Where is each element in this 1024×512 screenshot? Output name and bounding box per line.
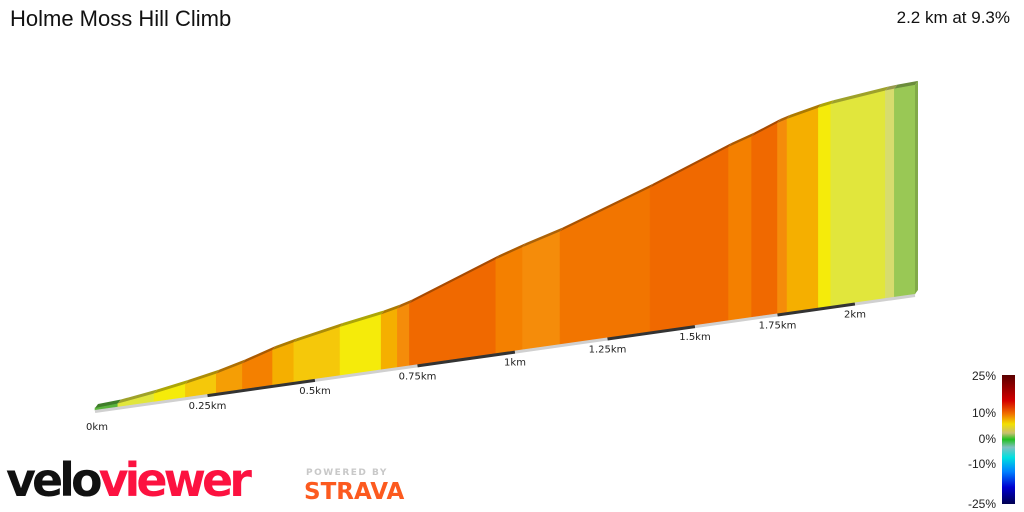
distance-axis-band xyxy=(777,302,856,317)
segment-top-edge xyxy=(185,369,220,384)
x-tick-label: 0.75km xyxy=(399,371,437,382)
logo-velo: velo xyxy=(6,453,103,507)
x-tick-label: 0.25km xyxy=(189,401,227,412)
gradient-segment xyxy=(649,146,729,332)
distance-axis-band xyxy=(607,325,696,341)
logo-viewer: viewer xyxy=(98,453,252,507)
powered-by-label: POWERED BY xyxy=(306,468,388,478)
gradient-segment xyxy=(293,326,341,383)
x-tick-label: 1.25km xyxy=(589,345,627,356)
distance-axis-band xyxy=(94,394,208,413)
segment-top-edge xyxy=(885,84,898,91)
segment-top-edge xyxy=(751,118,781,137)
gradient-segment xyxy=(786,107,819,313)
segment-top-edge xyxy=(117,389,158,404)
climb-summary: 2.2 km at 9.3% xyxy=(896,8,1010,27)
segment-top-edge xyxy=(830,86,889,105)
gradient-segment xyxy=(894,84,916,298)
x-tick-label: 0km xyxy=(86,422,108,433)
strava-logo: STRAVA xyxy=(304,479,405,505)
distance-axis-band xyxy=(514,337,608,354)
x-tick-label: 1.75km xyxy=(759,320,797,331)
gradient-segment xyxy=(751,122,778,318)
segment-top-edge xyxy=(272,338,297,350)
gradient-legend: 25% 10% 0% -10% -25% xyxy=(968,369,1015,511)
profile-end-face xyxy=(915,80,918,295)
segment-top-edge xyxy=(728,132,755,147)
legend-label: -25% xyxy=(968,497,996,511)
gradient-segment xyxy=(380,308,398,370)
gradient-segment xyxy=(495,246,523,354)
segment-top-edge xyxy=(340,310,385,327)
x-tick-label: 2km xyxy=(844,309,866,320)
gradient-segment xyxy=(830,90,886,307)
gradient-segment xyxy=(397,302,410,368)
segment-top-edge xyxy=(409,255,499,304)
distance-axis-band xyxy=(694,313,778,329)
gradient-segment xyxy=(728,135,752,321)
distance-axis-band xyxy=(854,294,916,306)
x-tick-label: 1km xyxy=(504,358,526,369)
segment-top-edge xyxy=(216,359,246,374)
segment-top-edge xyxy=(154,379,189,394)
legend-label: 10% xyxy=(972,406,996,420)
segment-top-edge xyxy=(818,100,834,108)
legend-label: -10% xyxy=(968,457,996,471)
x-tick-label: 0.5km xyxy=(299,386,330,397)
gradient-segment xyxy=(777,118,788,314)
distance-axis-band xyxy=(314,364,418,382)
gradient-segment xyxy=(559,187,651,345)
segment-top-edge xyxy=(397,299,413,309)
legend-label: 25% xyxy=(972,369,996,383)
legend-colorbar xyxy=(1002,375,1015,504)
segment-top-edge xyxy=(95,399,121,408)
segment-top-edge xyxy=(522,227,564,248)
gradient-segment xyxy=(885,88,895,299)
segment-top-edge xyxy=(560,183,654,232)
distance-axis-band xyxy=(417,350,516,368)
segment-top-edge xyxy=(787,103,822,119)
legend-label: 0% xyxy=(979,432,997,446)
segment-top-edge xyxy=(381,304,401,315)
segment-top-edge xyxy=(650,142,732,188)
gradient-segment xyxy=(522,230,561,350)
page-title: Holme Moss Hill Climb xyxy=(10,6,232,31)
segment-top-edge xyxy=(495,243,526,260)
gradient-segment xyxy=(818,103,832,309)
veloviewer-logo: veloviewer xyxy=(6,452,252,508)
distance-axis-band xyxy=(207,378,316,398)
segment-top-edge xyxy=(894,80,918,89)
gradient-segment xyxy=(409,258,497,366)
segment-top-edge xyxy=(293,322,344,343)
segment-top-edge xyxy=(777,114,791,123)
segment-top-edge xyxy=(242,345,276,364)
x-tick-label: 1.5km xyxy=(679,332,710,343)
